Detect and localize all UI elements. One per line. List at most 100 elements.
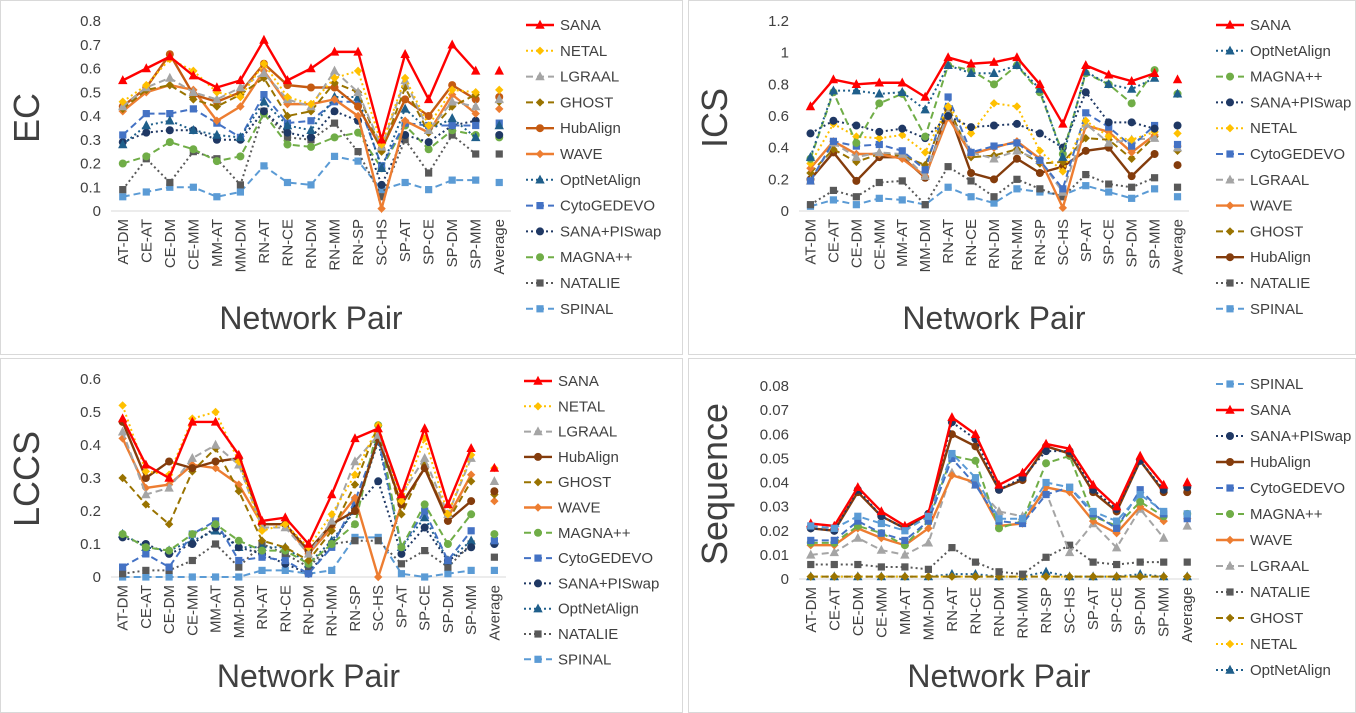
x-tick-label: SP-CE [1101,219,1118,265]
x-tick-label: RN-SP [1032,219,1049,266]
series-line-sana-piswap [122,109,476,188]
y-tick-label: 0.01 [760,547,789,564]
data-point [1058,118,1068,128]
legend-item-sana: SANA [524,373,599,390]
data-point [212,129,222,139]
data-point [467,497,476,506]
x-tick-label: RN-AT [940,219,957,264]
data-point [235,82,246,92]
data-point [212,82,222,92]
data-point [971,474,980,482]
data-point [260,91,268,99]
data-point [165,457,174,466]
data-point [854,517,862,525]
data-point [1059,185,1067,193]
data-point [898,154,907,163]
data-point [142,188,150,196]
data-point [447,39,457,49]
x-tick-label: MM-DM [232,219,249,272]
data-point [854,560,862,569]
data-point [1042,478,1050,487]
data-point [443,516,452,525]
data-point [444,556,452,565]
data-point [329,46,340,56]
legend-item-wave: WAVE [526,146,603,163]
data-point [924,517,933,525]
data-point [989,56,999,66]
data-point [377,180,386,189]
y-tick-label: 0.4 [768,140,789,157]
series-line-natalie [809,165,1155,207]
x-tick-label: RN-CE [277,585,294,633]
data-point [259,34,269,44]
legend-swatch-marker [1226,510,1234,518]
data-point [898,177,906,185]
data-point [424,112,433,120]
legend-item-sana-piswap: SANA+PISwap [1216,94,1351,111]
legend-label: WAVE [1250,198,1293,215]
data-point [281,556,289,565]
legend-swatch-marker [536,279,544,287]
legend-swatch-marker [533,375,543,385]
data-point [875,194,883,202]
data-point [923,537,934,547]
x-axis-title: Network Pair [219,300,403,336]
series-line-ghost [122,76,477,155]
data-point [1065,541,1074,549]
data-point [165,115,175,125]
data-point [948,544,956,552]
x-tick-label: CE-MM [184,585,201,636]
data-point [353,87,363,96]
x-tick-label: AT-DM [803,587,820,633]
legend-item-spinal: SPINAL [1216,376,1303,393]
legend-label: NETAL [558,398,605,415]
data-point [425,186,433,194]
x-tick-label: RN-SP [347,585,364,632]
data-point [1172,74,1183,84]
x-tick-label: CE-MM [873,587,890,638]
data-point [1105,123,1113,131]
legend-swatch-marker [535,149,545,159]
legend-swatch-marker [1226,588,1234,596]
legend-label: HubAlign [1250,454,1311,471]
data-point [141,459,151,469]
data-point [327,515,337,525]
data-point [1173,161,1182,170]
data-point [1182,520,1192,530]
data-point [806,164,815,173]
data-point [234,487,243,496]
data-point [447,90,457,99]
y-tick-label: 0.2 [80,503,101,520]
sequence-chart-panel: 0 0.01 0.02 0.03 0.04 0.05 0.06 0.07 0.08 AT-DM CE… [688,358,1356,713]
y-tick-label: 0 [781,571,789,588]
legend-swatch-marker [535,46,545,55]
data-point [141,120,151,130]
data-point [327,510,336,519]
data-point [1089,507,1097,516]
legend: SANA NETAL LGRAAL HubAlign GHOST WAVE MAGNA++ C… [524,373,659,668]
data-point [119,563,127,571]
series-spinal [807,449,1191,535]
legend-swatch-marker [534,630,542,638]
data-point [876,544,887,554]
y-tick-label: 0.2 [768,171,789,188]
y-axis: 0 0.1 0.2 0.3 0.4 0.5 0.6 [80,371,101,586]
data-point [830,524,838,532]
data-point [1173,183,1182,191]
legend-label: HubAlign [1250,249,1311,266]
legend-label: SANA [1250,17,1291,34]
data-point [471,65,481,75]
data-point [166,110,174,118]
data-point [165,72,175,82]
data-point [307,133,315,142]
data-point [212,88,222,97]
data-point [466,477,476,486]
data-point [283,92,292,102]
data-point [948,449,956,458]
data-point [807,522,815,530]
data-point [283,140,292,149]
data-point [420,464,429,473]
x-tick-label: SP-DM [444,219,461,267]
y-axis-title: LCCS [6,431,47,527]
data-point [350,520,359,529]
